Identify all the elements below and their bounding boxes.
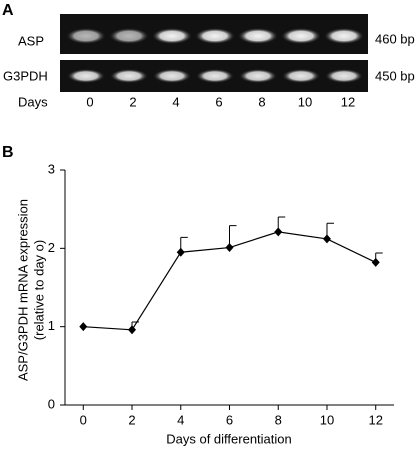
marker [79, 322, 88, 332]
marker [274, 227, 283, 237]
x-tick-label: 4 [177, 412, 184, 427]
gel-band [152, 28, 192, 44]
gel-band [195, 28, 235, 44]
marker [128, 325, 137, 335]
marker [371, 257, 380, 267]
panel-label: A [2, 2, 14, 19]
row-label: G3PDH [3, 68, 48, 83]
gel-band [324, 28, 364, 44]
y-tick-label: 0 [48, 396, 55, 411]
gel-band [239, 69, 277, 83]
marker [322, 234, 331, 244]
lane-label: 12 [341, 94, 355, 109]
row-label: ASP [18, 33, 44, 48]
y-tick-label: 3 [48, 161, 55, 176]
marker [225, 243, 234, 253]
lane-label: 8 [258, 94, 265, 109]
gel-band [282, 69, 320, 83]
gel-band [153, 69, 191, 83]
lane-label: 6 [215, 94, 222, 109]
lane-label: 0 [86, 94, 93, 109]
gel-band [281, 28, 321, 44]
gel-band [110, 69, 148, 83]
gel-band [325, 69, 363, 83]
lane-label: 4 [172, 94, 179, 109]
gel-band [109, 28, 149, 44]
lanes-label: Days [18, 94, 48, 109]
y-axis-label: (relative to day o) [31, 240, 46, 340]
x-tick-label: 6 [226, 412, 233, 427]
gel-band [196, 69, 234, 83]
x-tick-label: 8 [275, 412, 282, 427]
y-tick-label: 2 [48, 240, 55, 255]
y-tick-label: 1 [48, 318, 55, 333]
marker [176, 247, 185, 257]
lane-label: 2 [129, 94, 136, 109]
y-axis-label: ASP/G3PDH mRNA expression [15, 199, 30, 381]
x-tick-label: 10 [320, 412, 334, 427]
x-tick-label: 0 [80, 412, 87, 427]
gel-band [238, 28, 278, 44]
x-tick-label: 12 [368, 412, 382, 427]
size-label: 450 bp [375, 68, 415, 83]
x-tick-label: 2 [128, 412, 135, 427]
lane-label: 10 [298, 94, 312, 109]
panel-label: B [2, 144, 14, 161]
gel-band [66, 28, 106, 44]
size-label: 460 bp [375, 31, 415, 46]
gel-band [67, 69, 105, 83]
x-axis-label: Days of differentiation [166, 431, 292, 446]
